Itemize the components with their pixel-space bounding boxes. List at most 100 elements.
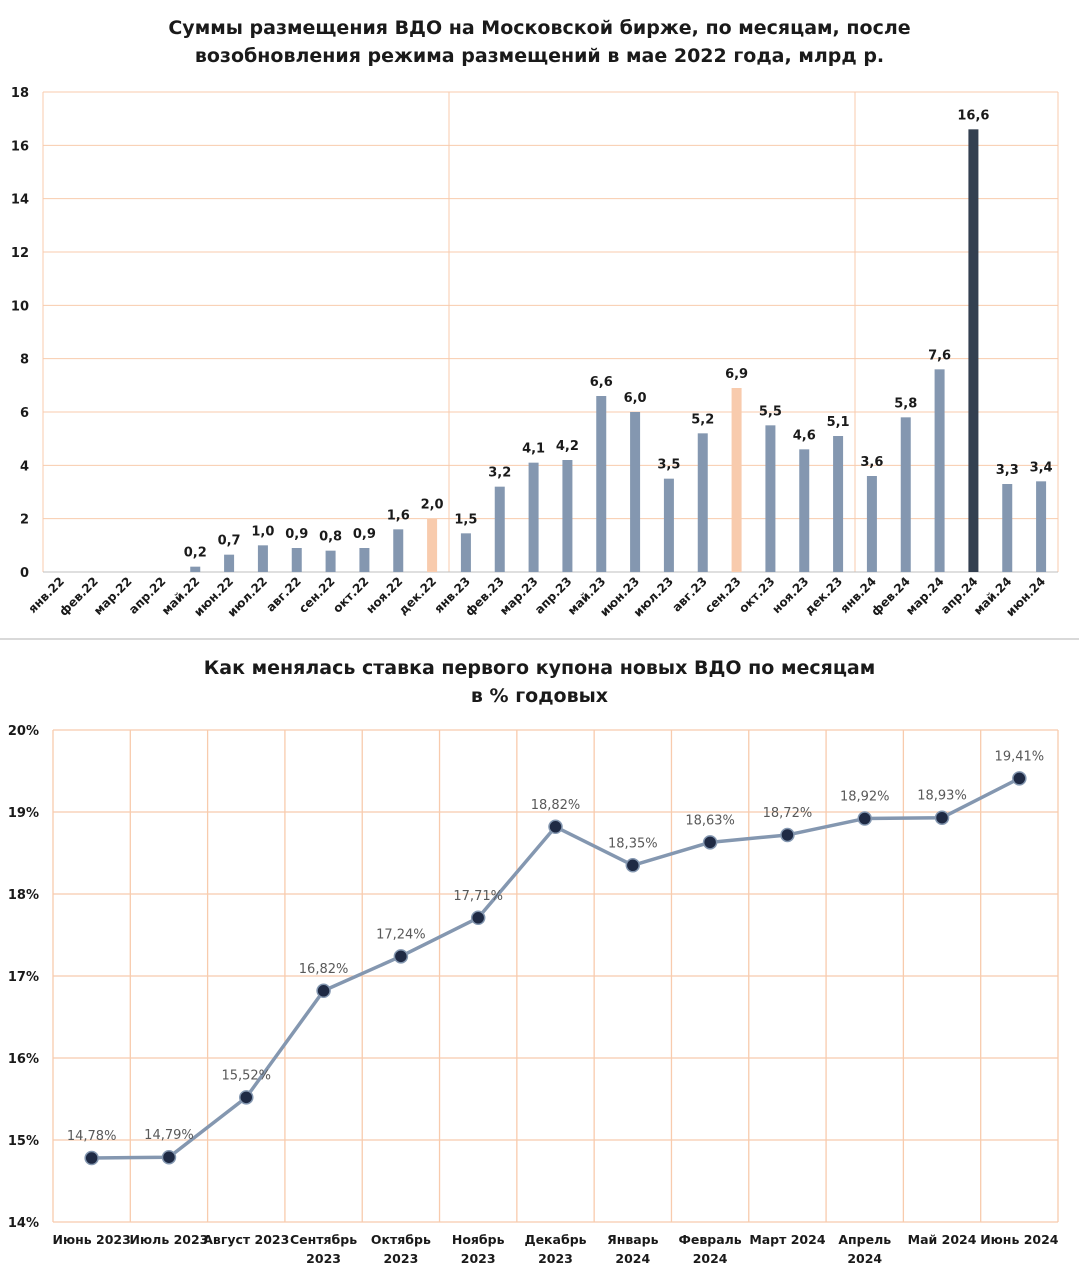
data-label: 19,41% [995, 749, 1045, 764]
chart-title-line: возобновления режима размещений в мае 20… [194, 45, 885, 67]
data-label: 6,0 [624, 391, 647, 406]
y-tick-label: 15% [8, 1134, 39, 1149]
bar [596, 396, 607, 572]
x-tick-label: дек.23 [802, 574, 845, 617]
data-label: 5,2 [691, 412, 714, 427]
x-tick-label: мар.22 [91, 574, 135, 618]
data-point [316, 983, 331, 999]
data-label: 17,71% [453, 889, 503, 904]
data-label: 18,72% [763, 806, 813, 821]
data-label: 6,9 [725, 367, 748, 382]
data-point [702, 835, 718, 850]
data-label: 15,52% [221, 1068, 271, 1083]
x-tick-label: Август 2023 [203, 1232, 289, 1247]
x-tick-label: 2023 [538, 1251, 573, 1266]
data-label: 4,1 [522, 442, 545, 457]
data-point [393, 949, 409, 964]
data-point [1012, 771, 1027, 786]
bar [494, 486, 505, 572]
bar [224, 554, 235, 572]
y-tick-label: 16% [8, 1052, 39, 1067]
bar-chart-placements: 024681012141618янв.22фев.22мар.22апр.220… [11, 86, 1059, 620]
y-tick-label: 8 [20, 353, 29, 368]
bar [630, 412, 641, 572]
data-label: 0,9 [285, 527, 308, 542]
data-label: 5,8 [894, 396, 917, 411]
data-point [470, 910, 486, 926]
y-tick-label: 16 [11, 139, 29, 154]
bar [1036, 481, 1047, 572]
data-label: 0,7 [218, 534, 241, 549]
chart-title-line: Суммы размещения ВДО на Московской бирже… [168, 17, 911, 39]
chart-title-line: Как менялась ставка первого купона новых… [203, 657, 876, 679]
data-label: 16,82% [299, 962, 349, 977]
data-label: 1,5 [454, 512, 477, 527]
x-tick-label: Июнь 2024 [980, 1232, 1059, 1247]
x-tick-label: Июнь 2023 [53, 1232, 131, 1247]
data-point [780, 827, 795, 843]
bar [460, 533, 471, 572]
y-tick-label: 19% [8, 806, 39, 821]
x-tick-label: Май 2024 [908, 1232, 977, 1247]
bar [697, 433, 708, 572]
y-tick-label: 12 [11, 246, 29, 261]
x-tick-label: Январь [607, 1232, 659, 1247]
x-tick-label: Октябрь [371, 1232, 431, 1247]
x-tick-label: мар.24 [903, 574, 947, 618]
y-tick-label: 10 [11, 299, 29, 314]
bar [257, 545, 268, 572]
data-point [161, 1149, 177, 1165]
chart-title-line: в % годовых [470, 685, 609, 707]
chart-title: Суммы размещения ВДО на Московской бирже… [0, 14, 1079, 70]
y-tick-label: 14 [11, 193, 29, 208]
chart-panel-placements: Суммы размещения ВДО на Московской бирже… [0, 14, 1079, 640]
bar [393, 529, 404, 572]
x-tick-label: сен.23 [702, 574, 744, 616]
bar [291, 548, 302, 572]
y-tick-label: 0 [20, 566, 29, 581]
data-point [934, 810, 950, 825]
x-tick-label: Апрель [838, 1232, 891, 1247]
x-tick-label: 2024 [847, 1251, 882, 1266]
data-label: 4,6 [793, 428, 816, 443]
y-tick-label: 6 [20, 406, 29, 421]
y-tick-label: 2 [20, 513, 29, 528]
data-label: 18,82% [531, 798, 581, 813]
bar [866, 476, 877, 572]
data-label: 14,79% [144, 1128, 194, 1143]
bar [325, 550, 336, 572]
data-label: 18,35% [608, 836, 658, 851]
bar [190, 566, 201, 572]
chart-title: Как менялась ставка первого купона новых… [0, 654, 1079, 710]
data-label: 1,0 [251, 524, 274, 539]
x-tick-label: 2023 [461, 1251, 496, 1266]
bar [833, 436, 844, 572]
bar [968, 129, 979, 573]
bar [934, 369, 945, 572]
data-point [625, 858, 641, 873]
bar [731, 388, 742, 572]
data-label: 0,9 [353, 527, 376, 542]
y-tick-label: 18 [11, 86, 29, 101]
data-point [239, 1090, 254, 1105]
bar [663, 478, 674, 572]
x-tick-label: дек.22 [396, 574, 439, 617]
data-label: 14,78% [67, 1129, 117, 1144]
x-tick-label: сен.22 [296, 574, 338, 616]
x-tick-label: Декабрь [524, 1232, 586, 1247]
data-point [857, 811, 872, 826]
bar [528, 462, 539, 572]
bar [562, 460, 573, 572]
data-label: 3,3 [996, 463, 1019, 478]
bar [799, 449, 810, 572]
x-tick-label: 2023 [383, 1251, 418, 1266]
y-tick-label: 20% [8, 724, 39, 739]
x-tick-label: Февраль [678, 1232, 741, 1247]
x-tick-label: мар.23 [497, 574, 541, 618]
bar [900, 417, 911, 572]
bar [765, 425, 776, 572]
data-label: 3,2 [488, 466, 511, 481]
data-label: 0,8 [319, 530, 342, 545]
data-label: 18,63% [685, 813, 735, 828]
y-tick-label: 17% [8, 970, 39, 985]
